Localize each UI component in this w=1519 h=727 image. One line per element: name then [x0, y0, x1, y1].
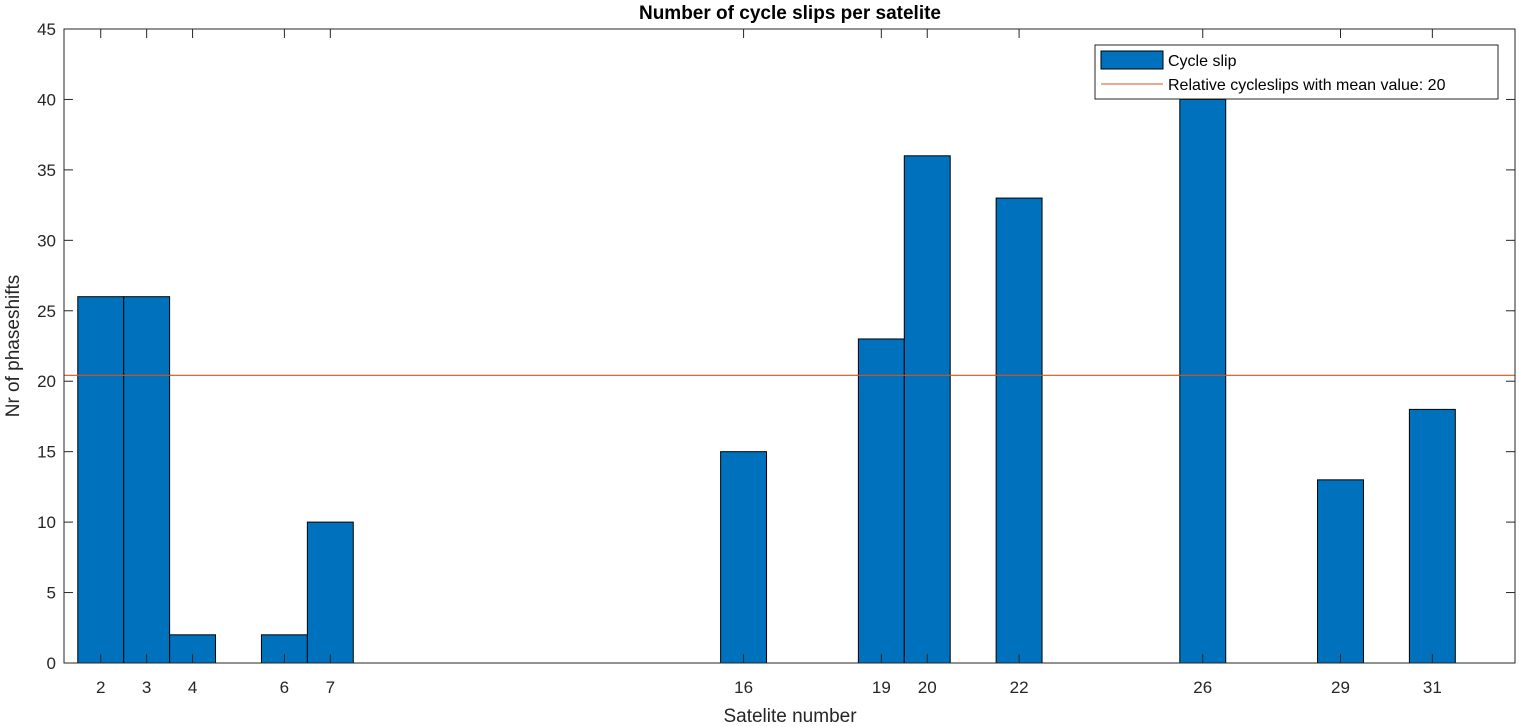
y-tick-label-25: 25 [37, 302, 56, 321]
x-tick-label-19: 19 [872, 678, 891, 697]
x-tick-label-29: 29 [1331, 678, 1350, 697]
y-axis-label: Nr of phaseshifts [3, 275, 24, 418]
bar-satellite-26 [1179, 98, 1227, 664]
x-axis-label: Satelite number [723, 706, 857, 727]
plot-background [64, 29, 1515, 663]
bar-satellite-29 [1317, 479, 1364, 664]
bar-satellite-20 [903, 155, 951, 664]
x-tick-label-26: 26 [1193, 678, 1212, 697]
y-tick-label-20: 20 [37, 372, 56, 391]
x-ticks: 2 3 4 6 7 16 19 20 22 26 29 31 [96, 29, 1442, 697]
legend-swatch-cycle-slip [1100, 50, 1164, 70]
x-tick-label-7: 7 [326, 678, 335, 697]
x-tick-label-16: 16 [734, 678, 753, 697]
y-ticks: 0 5 10 15 20 25 30 35 40 45 [37, 20, 1515, 673]
bar-satellite-16 [720, 451, 768, 664]
y-tick-label-45: 45 [37, 20, 56, 39]
x-tick-label-2: 2 [96, 678, 105, 697]
y-tick-label-35: 35 [37, 161, 56, 180]
y-tick-label-15: 15 [37, 443, 56, 462]
bar-satellite-2 [77, 296, 125, 664]
bar-satellite-19 [857, 338, 905, 664]
bar-satellite-7 [306, 521, 354, 664]
x-tick-label-20: 20 [918, 678, 937, 697]
y-tick-label-40: 40 [37, 90, 56, 109]
bars-group [77, 98, 1456, 664]
y-tick-label-30: 30 [37, 231, 56, 250]
plot-area [64, 29, 1515, 663]
legend-label-mean-line: Relative cycleslips with mean value: 20 [1168, 77, 1446, 94]
x-tick-label-3: 3 [142, 678, 151, 697]
bar-satellite-3 [123, 296, 171, 664]
legend: Cycle slip Relative cycleslips with mean… [1094, 44, 1499, 100]
y-tick-label-5: 5 [47, 584, 56, 603]
x-tick-label-6: 6 [280, 678, 289, 697]
bar-satellite-22 [995, 197, 1043, 664]
axes-group [63, 28, 1516, 664]
x-tick-label-31: 31 [1423, 678, 1442, 697]
x-tick-label-22: 22 [1010, 678, 1029, 697]
bar-satellite-31 [1408, 408, 1456, 664]
x-tick-label-4: 4 [188, 678, 197, 697]
legend-label-cycle-slip: Cycle slip [1168, 53, 1237, 70]
y-tick-label-0: 0 [47, 654, 56, 673]
axes-box [63, 28, 1516, 664]
chart-title: Number of cycle slips per satelite [639, 3, 941, 24]
y-tick-label-10: 10 [37, 513, 56, 532]
